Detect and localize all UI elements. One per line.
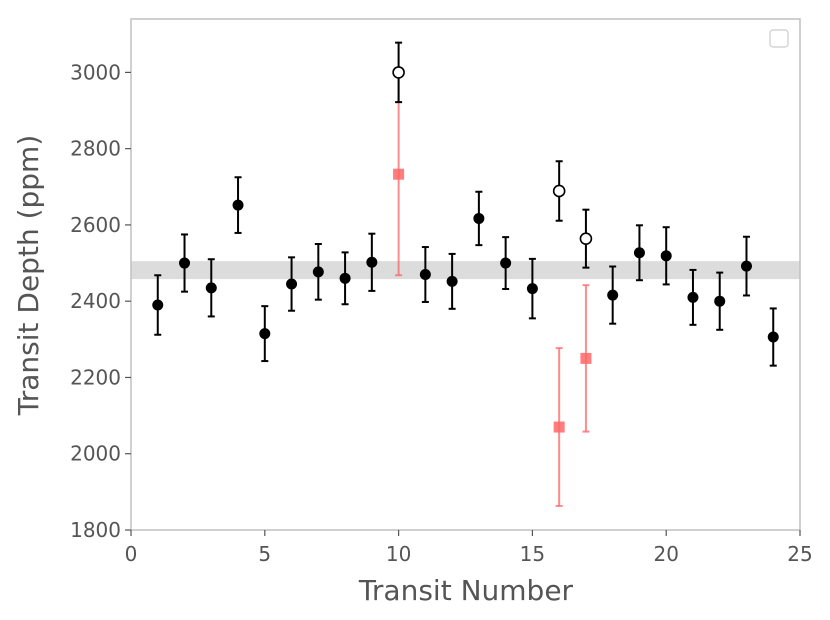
marker-filled-circle: [714, 295, 726, 307]
marker-square: [580, 352, 592, 364]
marker-filled-circle: [152, 299, 164, 311]
y-tick-label: 2200: [70, 365, 121, 389]
marker-square: [393, 168, 405, 180]
mean-depth-band: [131, 261, 800, 280]
data-point: [205, 258, 217, 318]
y-tick-label: 2400: [70, 289, 121, 313]
marker-filled-circle: [205, 282, 217, 294]
data-point: [552, 160, 566, 222]
data-point: [579, 208, 593, 269]
y-tick-label: 2800: [70, 137, 121, 161]
data-point: [687, 268, 699, 326]
data-point: [393, 72, 405, 277]
marker-filled-circle: [660, 250, 672, 262]
data-point: [500, 236, 512, 290]
data-point: [366, 232, 378, 292]
marker-filled-circle: [607, 289, 619, 301]
y-tick-label: 1800: [70, 518, 121, 542]
y-tick-label: 2600: [70, 213, 121, 237]
data-point: [179, 233, 191, 293]
mean-depth-band-layer: [131, 261, 800, 280]
legend-box: [769, 29, 789, 48]
data-point: [473, 190, 485, 247]
data-point: [339, 251, 351, 306]
x-tick-label: 0: [125, 542, 138, 566]
x-tick-label: 25: [787, 542, 812, 566]
red-square-series-layer: [393, 72, 592, 507]
data-point: [526, 257, 538, 320]
marker-open-circle: [392, 66, 405, 79]
marker-filled-circle: [286, 278, 298, 290]
data-point: [767, 307, 779, 367]
marker-filled-circle: [526, 283, 538, 295]
y-tick-label: 2000: [70, 442, 121, 466]
marker-filled-circle: [767, 331, 779, 343]
marker-filled-circle: [419, 269, 431, 280]
data-point: [553, 347, 565, 507]
axes-layer: 0 5 10 15 20 25 1800 2000 2200 2400 2600 2800 3000: [70, 18, 813, 566]
marker-filled-circle: [179, 257, 191, 269]
data-point: [232, 176, 244, 234]
marker-filled-circle: [259, 328, 271, 340]
marker-filled-circle: [740, 260, 752, 272]
legend-layer: [769, 29, 789, 48]
marker-filled-circle: [446, 275, 458, 287]
marker-filled-circle: [633, 247, 645, 259]
data-point: [714, 271, 726, 331]
marker-filled-circle: [366, 256, 378, 268]
data-point: [286, 256, 298, 312]
open-circle-series-layer: [392, 41, 593, 269]
marker-filled-circle: [473, 212, 485, 224]
marker-square: [553, 421, 565, 433]
marker-filled-circle: [339, 272, 351, 284]
y-tick-label: 3000: [70, 60, 121, 84]
marker-filled-circle: [687, 291, 699, 303]
marker-open-circle: [579, 232, 593, 245]
data-point: [259, 305, 271, 363]
marker-open-circle: [552, 184, 566, 198]
x-tick-label: 10: [386, 542, 411, 566]
data-point: [446, 252, 458, 310]
data-point: [392, 41, 405, 104]
marker-filled-circle: [312, 266, 324, 278]
marker-filled-circle: [500, 257, 512, 269]
x-tick-label: 15: [520, 542, 545, 566]
data-point: [633, 224, 645, 282]
x-tick-label: 5: [258, 542, 271, 566]
data-point: [419, 246, 431, 303]
x-axis-label: Transit Number: [358, 574, 574, 607]
data-point: [152, 274, 164, 336]
data-point: [312, 242, 324, 301]
data-point: [607, 265, 619, 325]
data-point: [660, 226, 672, 286]
data-point: [580, 284, 592, 433]
y-axis-label: Transit Depth (ppm): [12, 135, 45, 417]
x-tick-label: 20: [653, 542, 678, 566]
black-circle-series-layer: [152, 176, 779, 367]
data-point: [740, 235, 752, 297]
plot-frame: [130, 18, 801, 531]
marker-filled-circle: [232, 199, 244, 211]
